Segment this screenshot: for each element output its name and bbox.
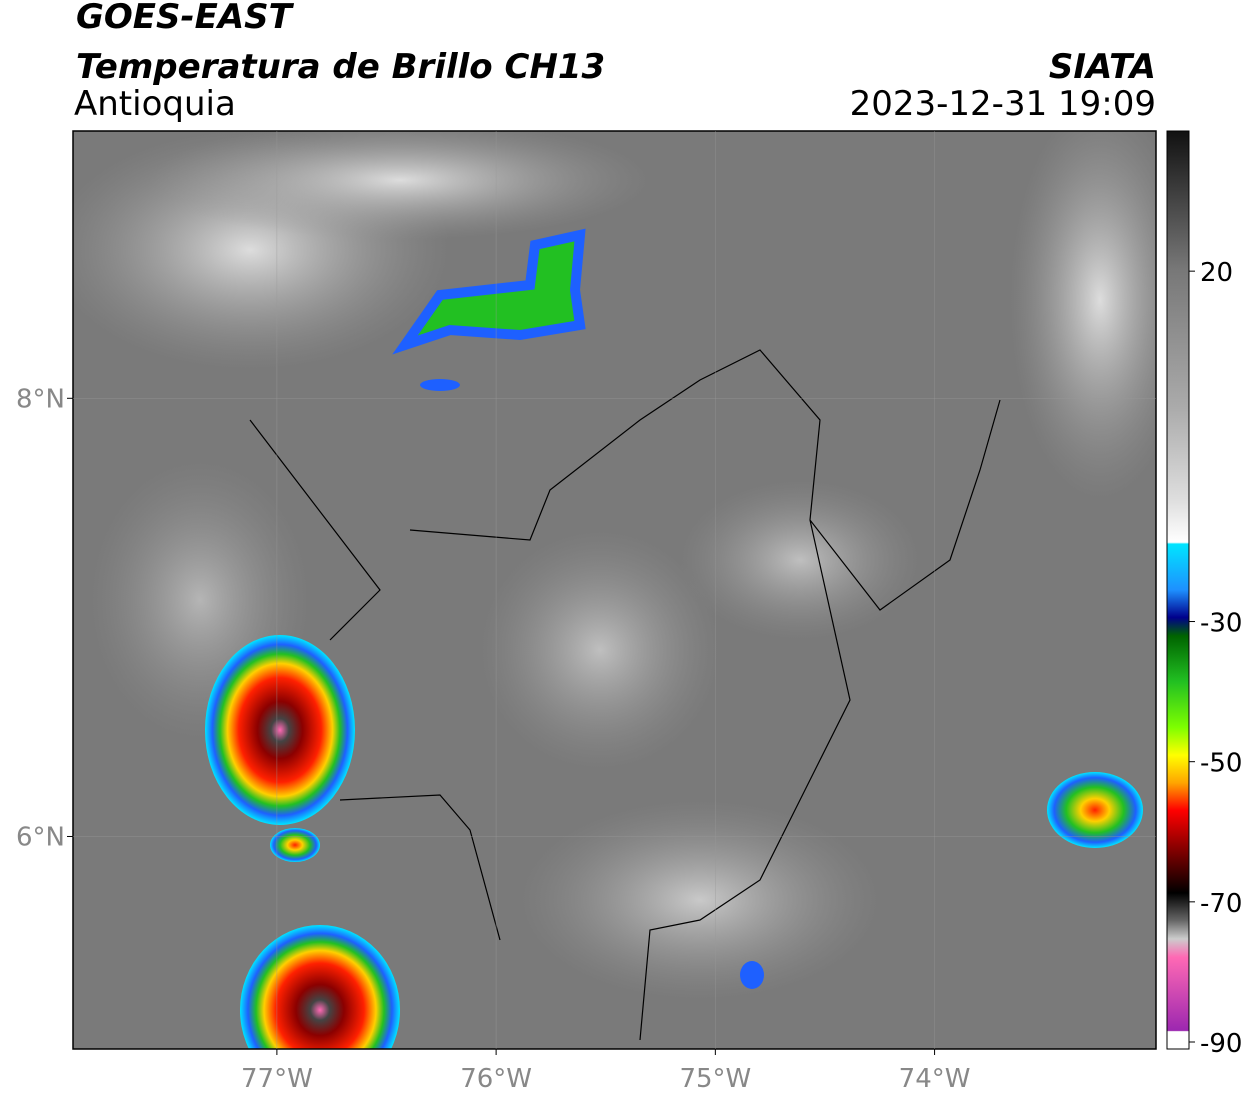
colorbar-tick-label: -50 <box>1200 749 1242 779</box>
y-tick-label: 6°N <box>16 822 65 852</box>
y-tick-label: 8°N <box>16 384 65 414</box>
x-tick-label: 74°W <box>899 1064 971 1094</box>
x-tick-label: 76°W <box>460 1064 532 1094</box>
map-frame <box>72 130 1157 1050</box>
colorbar-tick-label: -70 <box>1200 889 1242 919</box>
x-tick-label: 77°W <box>241 1064 313 1094</box>
colorbar-tick-label: -30 <box>1200 609 1242 639</box>
colorbar-tick-label: -90 <box>1200 1029 1242 1059</box>
datetime: 2023-12-31 19:09 <box>850 84 1156 124</box>
subtitle: Temperatura de Brillo CH13 <box>76 47 605 87</box>
source: SIATA <box>1049 47 1156 87</box>
satellite-image <box>73 131 1156 1049</box>
title: GOES-EAST <box>76 0 295 37</box>
colorbar <box>1166 130 1190 1050</box>
x-tick-label: 75°W <box>679 1064 751 1094</box>
region: Antioquia <box>74 84 236 124</box>
colorbar-tick-label: 20 <box>1200 258 1233 288</box>
